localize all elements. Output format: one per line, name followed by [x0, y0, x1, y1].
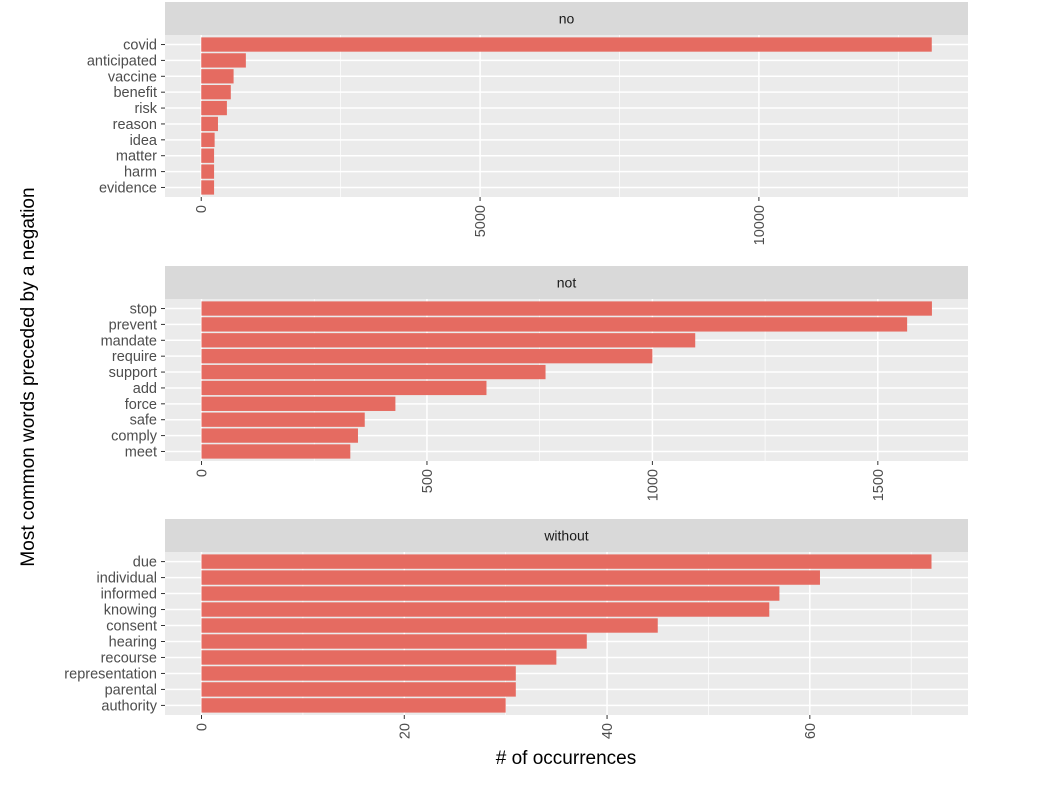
facet-strip	[165, 2, 968, 35]
x-tick-label: 1500	[871, 469, 887, 501]
y-tick-label: meet	[125, 444, 157, 460]
bar-individual	[201, 570, 820, 585]
y-tick-label: anticipated	[87, 53, 157, 69]
bar-anticipated	[201, 53, 246, 68]
y-tick-label: add	[133, 381, 157, 397]
x-tick-label: 5000	[473, 205, 489, 237]
bar-due	[201, 554, 932, 569]
bar-matter	[201, 148, 215, 163]
y-tick-label: evidence	[99, 180, 157, 196]
bar-hearing	[201, 634, 587, 649]
facet-panel-not: not stoppreventmandaterequiresupportaddfo…	[101, 266, 968, 501]
y-axis-title: Most common words preceded by a negation	[18, 187, 39, 566]
y-tick-label: require	[112, 349, 157, 365]
y-tick-label: prevent	[109, 317, 157, 333]
bar-covid	[201, 37, 932, 52]
y-tick-label: due	[133, 555, 157, 571]
bar-representation	[201, 666, 516, 681]
bar-parental	[201, 682, 516, 697]
y-tick-label: hearing	[109, 634, 157, 650]
bar-authority	[201, 698, 506, 713]
bar-require	[201, 349, 653, 364]
y-tick-label: covid	[123, 38, 157, 54]
x-tick-label: 20	[397, 723, 413, 739]
x-tick-label: 1000	[645, 469, 661, 501]
facet-panel-no: no covidanticipatedvaccinebenefitriskreas…	[87, 2, 968, 245]
facet-strip-label: not	[557, 275, 577, 291]
y-tick-label: matter	[116, 149, 157, 165]
y-tick-label: benefit	[113, 85, 157, 101]
x-axis-title: # of occurrences	[496, 748, 636, 769]
y-tick-label: mandate	[101, 333, 157, 349]
y-tick-label: safe	[130, 413, 157, 429]
facet-strip-label: no	[559, 11, 575, 27]
y-tick-label: idea	[130, 133, 158, 149]
y-tick-label: reason	[113, 117, 157, 133]
bar-risk	[201, 100, 227, 116]
bar-prevent	[201, 317, 908, 332]
y-tick-label: comply	[111, 429, 158, 445]
facet-strip	[165, 266, 968, 299]
y-tick-label: harm	[124, 165, 157, 181]
bar-mandate	[201, 333, 696, 348]
y-tick-label: knowing	[104, 603, 157, 619]
bar-recourse	[201, 650, 557, 665]
bar-comply	[201, 428, 358, 443]
panel-background	[165, 35, 968, 197]
y-tick-label: representation	[64, 666, 157, 682]
y-tick-label: informed	[101, 587, 157, 603]
x-tick-label: 0	[195, 469, 211, 477]
bar-safe	[201, 412, 365, 427]
facet-strip-label: without	[543, 528, 588, 544]
bar-harm	[201, 164, 215, 179]
bar-vaccine	[201, 69, 234, 84]
bar-informed	[201, 586, 780, 601]
bar-add	[201, 380, 487, 396]
bar-meet	[201, 444, 351, 459]
x-tick-label: 500	[420, 469, 436, 493]
y-tick-label: parental	[105, 682, 157, 698]
x-tick-label: 10000	[752, 205, 768, 245]
x-tick-label: 0	[195, 723, 211, 731]
bar-idea	[201, 132, 215, 147]
bar-evidence	[201, 180, 215, 195]
bar-knowing	[201, 602, 770, 617]
y-tick-label: recourse	[101, 650, 157, 666]
bar-force	[201, 396, 396, 411]
bar-benefit	[201, 85, 231, 100]
bar-consent	[201, 618, 658, 633]
bar-stop	[201, 301, 932, 316]
y-tick-label: force	[125, 397, 157, 413]
y-tick-label: individual	[97, 571, 157, 587]
x-tick-label: 0	[194, 205, 210, 213]
y-tick-label: vaccine	[108, 69, 157, 85]
y-tick-label: risk	[134, 101, 157, 117]
x-tick-label: 40	[600, 723, 616, 739]
y-tick-label: support	[109, 365, 157, 381]
bar-support	[201, 364, 546, 380]
bar-reason	[201, 116, 218, 132]
facet-strip	[165, 519, 968, 552]
facet-panel-without: without dueindividualinformedknowingconse…	[64, 519, 968, 739]
y-tick-label: consent	[106, 619, 157, 635]
y-tick-label: stop	[130, 302, 157, 318]
y-tick-label: authority	[101, 698, 157, 714]
x-tick-label: 60	[803, 723, 819, 739]
